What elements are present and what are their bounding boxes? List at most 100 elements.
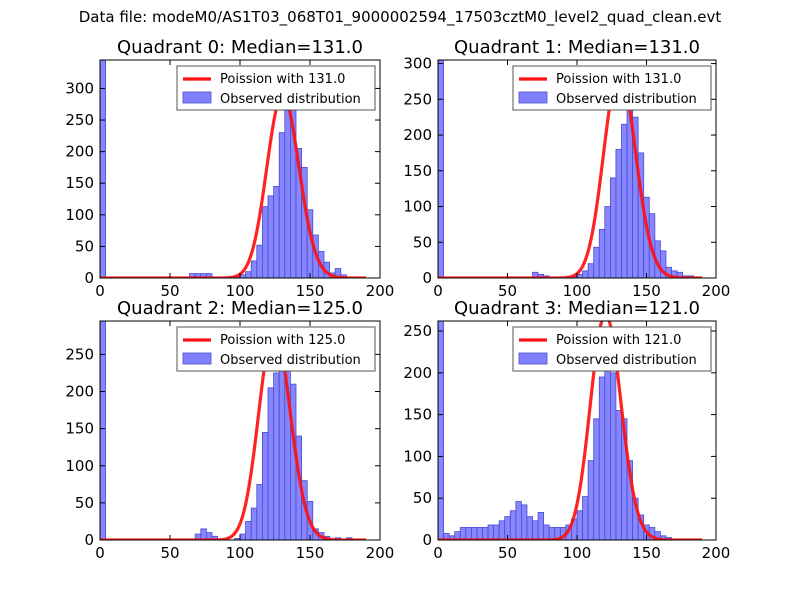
x-tick-label: 200 xyxy=(366,282,395,300)
y-tick-label: 100 xyxy=(403,198,432,216)
histogram-bar xyxy=(482,527,489,540)
histogram-bar xyxy=(593,418,600,540)
histogram xyxy=(100,60,347,278)
y-tick-label: 150 xyxy=(403,406,432,424)
x-tick-label: 100 xyxy=(226,282,255,300)
y-tick-label: 300 xyxy=(65,79,94,97)
histogram-bar xyxy=(526,516,533,540)
histogram-bar xyxy=(438,321,444,540)
x-tick-label: 200 xyxy=(702,544,731,562)
x-tick-label: 0 xyxy=(95,544,105,562)
legend: Poission with 131.0 Observed distribution xyxy=(512,65,712,111)
legend-poisson-label: Poission with 131.0 xyxy=(556,72,681,87)
y-tick-label: 300 xyxy=(403,55,432,73)
y-tick-label: 150 xyxy=(403,162,432,180)
y-tick-label: 250 xyxy=(403,322,432,340)
legend: Poission with 125.0 Observed distribution xyxy=(176,326,376,372)
legend: Poission with 131.0 Observed distribution xyxy=(176,65,376,111)
y-tick-label: 50 xyxy=(413,489,432,507)
histogram-bar xyxy=(476,527,483,540)
x-tick-label: 200 xyxy=(702,282,731,300)
poisson-curve xyxy=(100,326,366,540)
legend-poisson-label: Poission with 125.0 xyxy=(220,333,345,348)
legend-observed-label: Observed distribution xyxy=(556,92,697,107)
x-tick-label: 150 xyxy=(296,544,325,562)
x-tick-label: 150 xyxy=(632,544,661,562)
x-tick-label: 0 xyxy=(433,282,443,300)
y-tick-label: 0 xyxy=(422,531,432,549)
x-tick-label: 100 xyxy=(226,544,255,562)
histogram-bar xyxy=(521,504,528,540)
y-tick-label: 200 xyxy=(403,364,432,382)
x-tick-label: 50 xyxy=(160,282,179,300)
histogram-bar xyxy=(582,496,589,540)
histogram-bar xyxy=(515,501,522,540)
y-tick-label: 50 xyxy=(75,237,94,255)
legend-observed-label: Observed distribution xyxy=(220,92,361,107)
panel-title: Quadrant 1: Median=131.0 xyxy=(454,37,700,58)
histogram xyxy=(438,321,672,540)
poisson-curve xyxy=(438,69,703,278)
poisson-curve xyxy=(100,93,366,278)
histogram-bar xyxy=(100,60,106,278)
histogram-bar xyxy=(470,527,478,540)
histogram-bar xyxy=(493,524,500,540)
y-tick-label: 50 xyxy=(413,233,432,251)
histogram-bar xyxy=(532,520,539,540)
histogram-bar xyxy=(598,376,606,540)
y-tick-label: 200 xyxy=(65,143,94,161)
histogram-bar xyxy=(459,527,467,540)
histogram xyxy=(100,321,353,540)
y-tick-label: 200 xyxy=(65,383,94,401)
legend-observed-swatch xyxy=(182,352,212,365)
histogram-bar xyxy=(509,510,517,540)
x-tick-label: 0 xyxy=(433,544,443,562)
histogram-bar xyxy=(211,535,218,540)
histogram-bar xyxy=(100,321,106,540)
x-tick-label: 100 xyxy=(563,544,592,562)
x-tick-label: 100 xyxy=(563,282,592,300)
y-tick-label: 0 xyxy=(84,531,94,549)
y-tick-label: 250 xyxy=(65,345,94,363)
histogram-bar xyxy=(576,510,583,540)
histogram-bar xyxy=(615,410,622,540)
histogram-bar xyxy=(543,524,550,540)
y-tick-label: 250 xyxy=(65,111,94,129)
x-tick-label: 150 xyxy=(632,282,661,300)
histogram-bar xyxy=(465,527,472,540)
y-tick-label: 50 xyxy=(75,494,94,512)
histogram-bar xyxy=(537,512,545,540)
y-tick-label: 200 xyxy=(403,126,432,144)
histogram-bar xyxy=(676,271,684,278)
legend-poisson-label: Poission with 131.0 xyxy=(220,72,345,87)
y-tick-label: 100 xyxy=(65,206,94,224)
poisson-curve xyxy=(438,321,703,540)
histogram-bar xyxy=(498,520,506,540)
histogram-bar xyxy=(587,460,595,540)
x-tick-label: 0 xyxy=(95,282,105,300)
x-tick-label: 200 xyxy=(366,544,395,562)
histogram-bar xyxy=(487,524,495,540)
x-tick-label: 50 xyxy=(498,544,517,562)
legend-observed-swatch xyxy=(518,352,548,365)
panel-title: Quadrant 3: Median=121.0 xyxy=(454,298,700,319)
y-tick-label: 100 xyxy=(403,447,432,465)
y-tick-label: 0 xyxy=(422,269,432,287)
panel-title: Quadrant 0: Median=131.0 xyxy=(117,37,363,58)
x-tick-label: 150 xyxy=(296,282,325,300)
histogram-bar xyxy=(609,372,617,540)
y-tick-label: 150 xyxy=(65,420,94,438)
legend-observed-swatch xyxy=(182,91,212,104)
y-tick-label: 0 xyxy=(84,269,94,287)
legend-observed-swatch xyxy=(518,91,548,104)
legend-box xyxy=(512,65,712,111)
histogram-bar xyxy=(604,351,611,540)
legend-observed-label: Observed distribution xyxy=(220,353,361,368)
legend: Poission with 121.0 Observed distribution xyxy=(512,326,712,372)
histogram-bar xyxy=(205,273,213,278)
x-tick-label: 50 xyxy=(498,282,517,300)
y-tick-label: 250 xyxy=(403,90,432,108)
